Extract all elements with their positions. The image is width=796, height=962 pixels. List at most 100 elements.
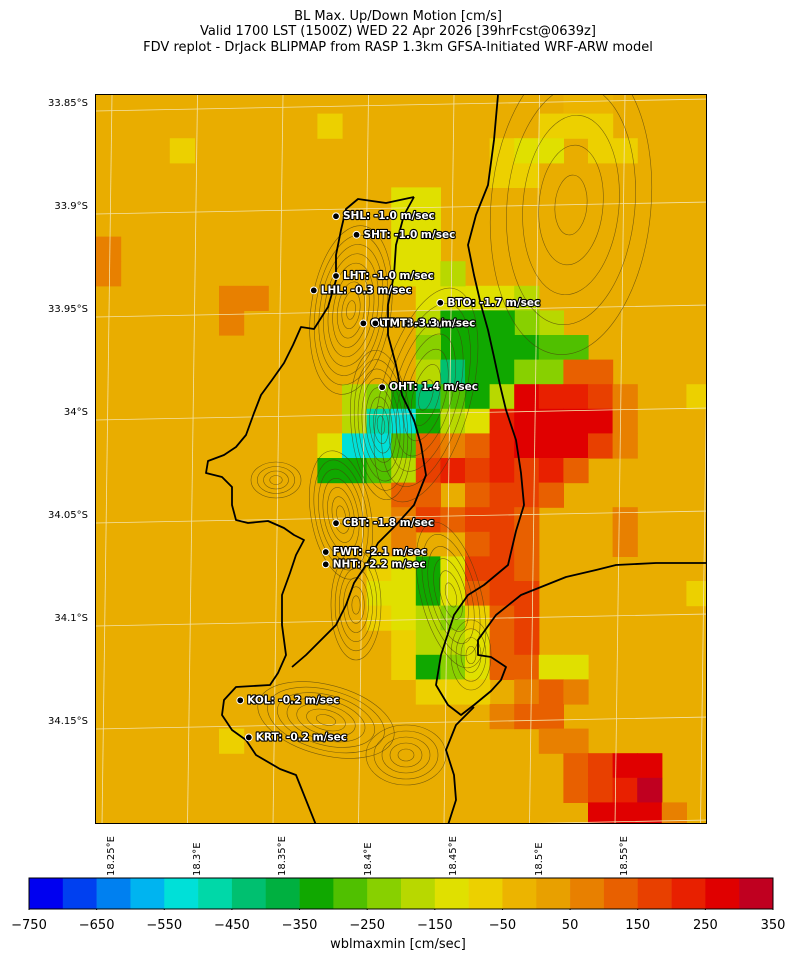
station-marker-oht[interactable]: OHT: 1.4 m/sec bbox=[378, 380, 479, 394]
field-cell bbox=[538, 654, 564, 680]
contour-line bbox=[296, 703, 356, 737]
station-label: CBT: -1.8 m/sec bbox=[343, 517, 434, 529]
station-marker-lhl[interactable]: LHL: -0.3 m/sec bbox=[309, 283, 413, 297]
lon-label: 18.25°E bbox=[106, 836, 117, 876]
field-cell bbox=[514, 482, 540, 508]
colorbar-segment bbox=[96, 878, 131, 909]
field-cell bbox=[366, 458, 392, 484]
contour-line bbox=[439, 570, 463, 620]
contour-line bbox=[465, 645, 477, 665]
contour-line bbox=[351, 595, 361, 615]
field-cell bbox=[465, 679, 491, 705]
station-dot bbox=[352, 230, 361, 239]
lon-label: 18.5°E bbox=[533, 842, 545, 876]
field-cell bbox=[489, 630, 515, 656]
field-cell bbox=[563, 458, 589, 484]
contour-line bbox=[323, 253, 379, 367]
field-cell bbox=[489, 310, 515, 336]
station-marker-fwt[interactable]: FWT: -2.1 m/sec bbox=[321, 545, 428, 559]
contour-line bbox=[276, 692, 376, 748]
contour-line bbox=[361, 377, 401, 473]
field-cell bbox=[415, 187, 441, 213]
station-marker-krt[interactable]: KRT: -0.2 m/sec bbox=[244, 730, 348, 745]
field-cell bbox=[612, 507, 638, 533]
contour-line bbox=[554, 174, 588, 236]
field-cell bbox=[317, 458, 343, 484]
colorbar-tick-label: −150 bbox=[416, 918, 453, 933]
field-cell bbox=[415, 556, 441, 582]
colorbar-segment bbox=[333, 878, 368, 909]
station-marker-lht[interactable]: LHT: -1.0 m/sec bbox=[332, 269, 435, 283]
station-marker-tmt[interactable]: TMT: -3.3 m/sec bbox=[371, 316, 476, 330]
station-marker-sht[interactable]: SHT: -1.0 m/sec bbox=[352, 228, 456, 242]
station-marker-shl[interactable]: SHL: -1.0 m/sec bbox=[332, 209, 436, 223]
colorbar-tick-label: 350 bbox=[760, 918, 786, 933]
field-cell bbox=[489, 162, 515, 188]
field-cell bbox=[465, 531, 491, 557]
field-cell bbox=[538, 384, 564, 410]
field-cell bbox=[465, 507, 491, 533]
station-dot bbox=[332, 212, 340, 221]
field-cell bbox=[563, 113, 589, 139]
colorbar-segment bbox=[570, 878, 605, 909]
field-cell bbox=[514, 704, 540, 730]
contour-line bbox=[381, 303, 471, 487]
contour-line bbox=[444, 582, 458, 608]
field-cell bbox=[563, 728, 589, 754]
field-cell bbox=[169, 138, 195, 164]
field-cell bbox=[219, 285, 245, 311]
station-dot bbox=[309, 286, 318, 295]
contour-line bbox=[403, 348, 449, 442]
contour-line bbox=[267, 686, 385, 754]
field-cell bbox=[391, 556, 417, 582]
lat-label: 34.05°S bbox=[48, 510, 88, 521]
contour-line bbox=[341, 290, 361, 330]
field-cell bbox=[391, 630, 417, 656]
lon-label: 18.3°E bbox=[191, 842, 203, 876]
colorbar-segment bbox=[536, 878, 571, 909]
station-marker-bto[interactable]: BTO: -1.7 m/sec bbox=[436, 296, 541, 310]
lon-label: 18.45°E bbox=[448, 836, 459, 876]
contour-line bbox=[357, 368, 405, 482]
field-cell bbox=[563, 777, 589, 803]
station-dot bbox=[436, 298, 445, 307]
colorbar-tick-label: −650 bbox=[78, 918, 115, 933]
field-cell bbox=[514, 408, 540, 434]
contour-line bbox=[346, 300, 356, 320]
contour-line bbox=[336, 505, 346, 525]
map-svg[interactable]: SHL: -1.0 m/sec SHT: -1.0 m/sec LHT: -1.0 … bbox=[96, 95, 707, 824]
station-marker-kol[interactable]: KOL: -0.2 m/sec bbox=[236, 693, 340, 707]
field-cell bbox=[612, 433, 638, 459]
station-marker-gut[interactable]: GUT: -3.8 m/sec bbox=[359, 316, 464, 330]
field-cell bbox=[514, 679, 540, 705]
field-cell bbox=[538, 310, 564, 336]
field-cell bbox=[440, 458, 466, 484]
contour-line bbox=[327, 262, 375, 358]
stations-layer: SHL: -1.0 m/sec SHT: -1.0 m/sec LHT: -1.0 … bbox=[236, 209, 541, 745]
contour-line bbox=[369, 396, 393, 454]
field-cell bbox=[415, 261, 441, 287]
contour-line bbox=[250, 461, 302, 499]
contour-line bbox=[343, 577, 369, 633]
map-panel[interactable]: SHL: -1.0 m/sec SHT: -1.0 m/sec LHT: -1.0 … bbox=[95, 94, 707, 824]
colorbar-tick-label: 50 bbox=[561, 918, 579, 933]
station-label: NHT: -2.2 m/sec bbox=[333, 558, 426, 570]
station-marker-cbt[interactable]: CBT: -1.8 m/sec bbox=[332, 516, 435, 530]
field-cell bbox=[538, 335, 564, 361]
field-cell bbox=[366, 433, 392, 459]
station-marker-nht[interactable]: NHT: -2.2 m/sec bbox=[321, 557, 427, 571]
field-cell bbox=[588, 359, 614, 385]
field-cell bbox=[489, 359, 515, 385]
field-cell bbox=[612, 384, 638, 410]
contour-line bbox=[450, 619, 492, 691]
title-line-3: FDV replot - DrJack BLIPMAP from RASP 1.… bbox=[143, 40, 653, 55]
field-cell bbox=[489, 704, 515, 730]
colorbar-tick-label: −350 bbox=[281, 918, 318, 933]
coastline-segment bbox=[445, 706, 475, 823]
colorbar-segment bbox=[637, 878, 672, 909]
field-cell bbox=[465, 384, 491, 410]
field-cell bbox=[538, 113, 564, 139]
contour-line bbox=[286, 697, 366, 743]
graticule-line bbox=[96, 304, 706, 318]
title-line-2: Valid 1700 LST (1500Z) WED 22 Apr 2026 [… bbox=[200, 24, 596, 39]
